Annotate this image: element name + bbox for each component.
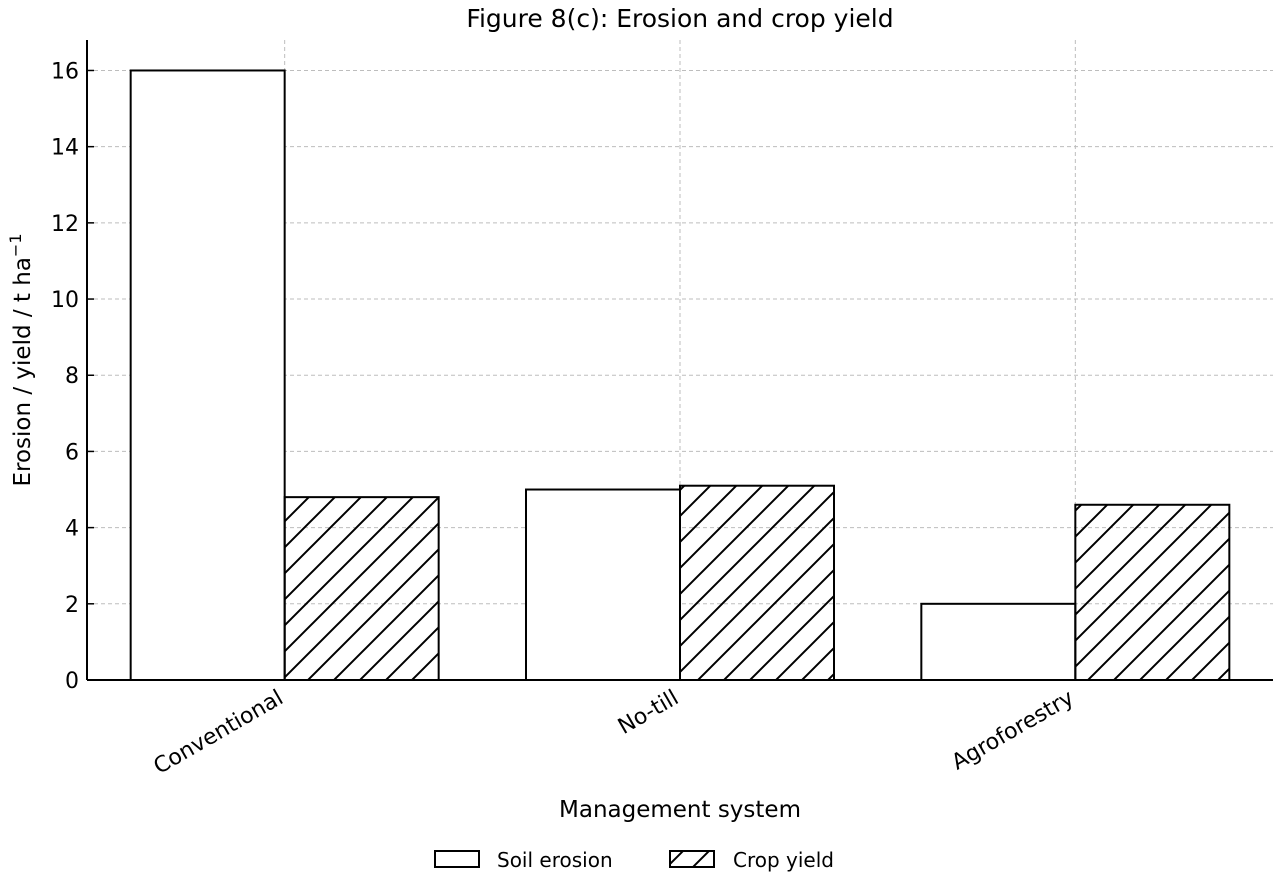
x-tick-label: Agroforestry [948, 686, 1079, 776]
y-tick-label: 16 [51, 59, 79, 84]
yield-bar [1074, 503, 1231, 681]
y-tick-label: 10 [51, 288, 79, 313]
y-axis-title: Erosion / yield / t ha−1 [6, 233, 36, 486]
y-tick-label: 0 [65, 669, 79, 694]
legend-label: Crop yield [733, 848, 834, 872]
y-tick-label: 8 [65, 364, 79, 389]
bars [129, 69, 1231, 682]
x-ticks: Conventional No-till Agroforestry [150, 673, 1079, 780]
yield-bar [679, 484, 835, 682]
y-axis-title-text: Erosion / yield / t ha [10, 257, 36, 486]
y-tick-label: 4 [65, 517, 79, 542]
legend-swatch [434, 850, 480, 868]
y-axis-title-superscript: −1 [6, 233, 25, 257]
erosion-bar [920, 602, 1077, 681]
x-tick-label: Conventional [150, 686, 288, 780]
chart-title: Figure 8(c): Erosion and crop yield [466, 4, 893, 33]
erosion-bar [129, 69, 286, 681]
y-tick-label: 14 [51, 136, 79, 161]
yield-bar [283, 496, 440, 681]
y-ticks: 0 2 4 6 8 10 12 14 16 [51, 59, 94, 694]
legend-swatch [669, 850, 715, 868]
y-tick-label: 6 [65, 440, 79, 465]
legend-label: Soil erosion [497, 848, 613, 872]
x-tick-label: No-till [614, 686, 683, 740]
y-tick-label: 2 [65, 593, 79, 618]
erosion-bar [525, 488, 681, 681]
x-axis-title: Management system [559, 797, 801, 823]
y-tick-label: 12 [51, 212, 79, 237]
legend: Soil erosion Crop yield [434, 848, 834, 872]
